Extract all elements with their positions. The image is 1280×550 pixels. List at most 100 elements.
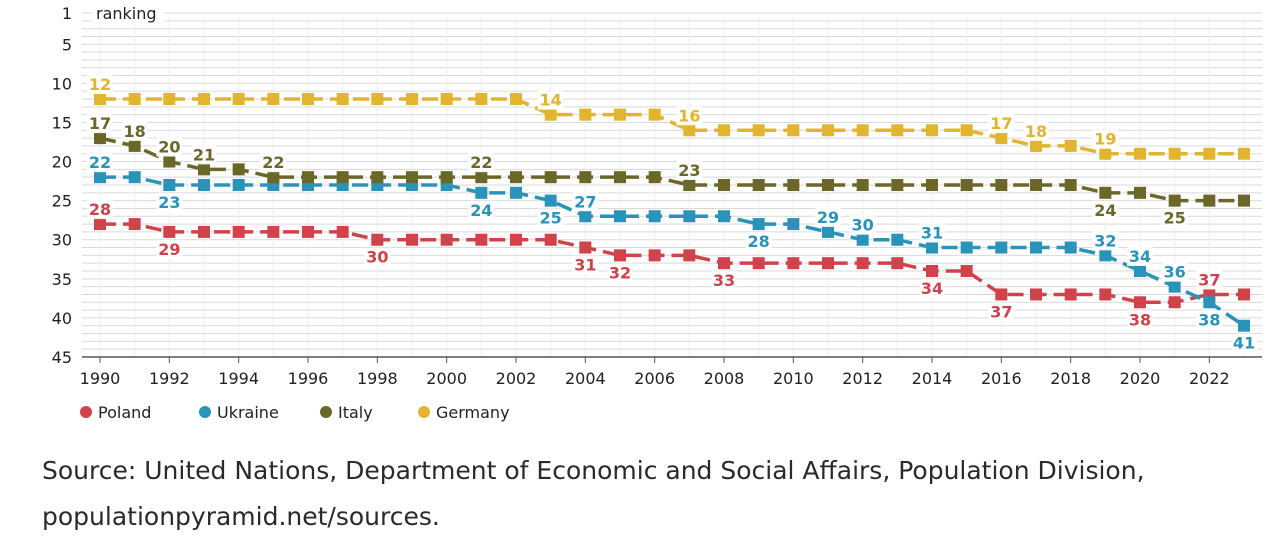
data-label-bg <box>1092 200 1119 220</box>
data-point-germany <box>614 108 626 121</box>
data-point-ukraine <box>718 210 730 223</box>
data-label-ukraine: 30 <box>852 216 874 235</box>
data-point-italy <box>128 139 141 152</box>
data-point-italy <box>718 179 730 191</box>
data-point-poland <box>267 225 280 238</box>
legend-label-ukraine: Ukraine <box>217 403 279 422</box>
data-point-italy <box>926 179 938 191</box>
x-tick-label: 2010 <box>773 369 814 388</box>
data-label-bg <box>537 90 564 110</box>
data-label-italy: 24 <box>1094 201 1116 220</box>
data-label-italy: 25 <box>1164 209 1186 228</box>
x-tick-label: 1994 <box>218 369 259 388</box>
data-label-poland: 33 <box>713 271 735 290</box>
x-tick-label: 2018 <box>1050 369 1091 388</box>
x-tick-label: 2008 <box>704 369 745 388</box>
data-point-ukraine <box>648 210 661 223</box>
data-point-germany <box>752 124 765 137</box>
data-label-italy: 21 <box>193 145 215 164</box>
data-point-poland <box>926 265 938 277</box>
x-tick-label: 1998 <box>357 369 398 388</box>
x-tick-label: 1990 <box>80 369 121 388</box>
x-tick-label: 2000 <box>426 369 467 388</box>
data-point-poland <box>614 249 626 262</box>
data-point-germany <box>1238 147 1250 160</box>
data-label-poland: 37 <box>990 302 1012 321</box>
data-label-bg <box>1196 270 1223 290</box>
data-point-italy <box>302 171 314 184</box>
x-tick-label: 2016 <box>981 369 1022 388</box>
data-label-bg <box>156 239 183 259</box>
data-label-bg <box>468 200 495 220</box>
data-label-ukraine: 25 <box>540 209 562 228</box>
data-point-germany <box>718 124 730 137</box>
data-point-italy <box>1099 186 1112 199</box>
data-point-germany <box>371 93 384 105</box>
data-label-bg <box>156 193 183 212</box>
data-label-bg <box>468 153 495 173</box>
data-point-poland <box>752 257 765 270</box>
legend-marker-germany <box>418 406 430 418</box>
x-tick-label: 2014 <box>912 369 953 388</box>
legend-item-ukraine: Ukraine <box>199 403 279 422</box>
legend-marker-ukraine <box>199 406 211 418</box>
data-point-poland <box>579 241 592 254</box>
data-label-bg <box>87 153 113 173</box>
data-label-bg <box>121 121 148 141</box>
data-label-bg <box>1127 247 1153 266</box>
data-point-ukraine <box>475 186 488 199</box>
data-point-poland <box>198 225 210 238</box>
data-point-poland <box>1099 288 1112 301</box>
data-point-italy <box>336 171 349 184</box>
series-line-poland <box>100 222 1244 305</box>
data-point-germany <box>475 93 488 105</box>
data-point-ukraine <box>926 241 938 254</box>
data-label-germany: 12 <box>89 75 111 94</box>
data-label-bg <box>1161 262 1188 282</box>
data-point-poland <box>336 225 349 238</box>
data-label-bg <box>1023 121 1049 141</box>
data-label-ukraine: 28 <box>748 232 770 251</box>
data-label-ukraine: 29 <box>817 208 839 227</box>
data-point-germany <box>683 124 696 137</box>
y-tick-label: 45 <box>52 348 72 367</box>
data-label-bg <box>676 161 703 180</box>
data-point-poland <box>1238 288 1250 301</box>
data-label-bg <box>191 145 217 165</box>
data-point-italy <box>787 179 800 191</box>
data-point-italy <box>1203 194 1216 207</box>
legend-label-poland: Poland <box>98 403 151 422</box>
data-point-germany <box>787 124 800 137</box>
data-point-germany <box>1030 139 1042 152</box>
data-point-poland <box>1134 296 1146 309</box>
data-point-germany <box>544 108 557 121</box>
data-point-ukraine <box>787 218 800 231</box>
data-label-bg <box>988 302 1015 322</box>
x-tick-label: 1992 <box>149 369 190 388</box>
data-point-germany <box>302 93 314 105</box>
data-point-germany <box>128 93 141 105</box>
x-tick-label: 1996 <box>288 369 329 388</box>
data-label-italy: 23 <box>678 161 700 180</box>
series-italy: 17 18 20 21 22 22 23 24 25 <box>87 114 1250 228</box>
legend-label-germany: Germany <box>436 403 510 422</box>
data-point-germany <box>1064 139 1077 152</box>
data-point-poland <box>1030 288 1042 301</box>
data-point-poland <box>163 225 176 238</box>
x-tick-label: 2022 <box>1189 369 1230 388</box>
data-point-italy <box>371 171 384 184</box>
data-point-poland <box>1064 288 1077 301</box>
data-point-italy <box>475 171 488 184</box>
data-point-ukraine <box>94 171 106 184</box>
data-label-bg <box>1161 208 1188 228</box>
data-point-germany <box>94 93 106 105</box>
data-label-bg <box>1092 231 1119 251</box>
series-poland: 28 29 30 31 32 33 34 37 38 37 <box>87 200 1250 330</box>
data-point-poland <box>648 249 661 262</box>
data-point-germany <box>232 93 245 105</box>
data-point-poland <box>891 257 904 270</box>
y-tick-label: 35 <box>52 270 72 289</box>
data-label-bg <box>537 208 564 228</box>
data-point-germany <box>648 108 661 121</box>
data-point-ukraine <box>1134 265 1146 277</box>
